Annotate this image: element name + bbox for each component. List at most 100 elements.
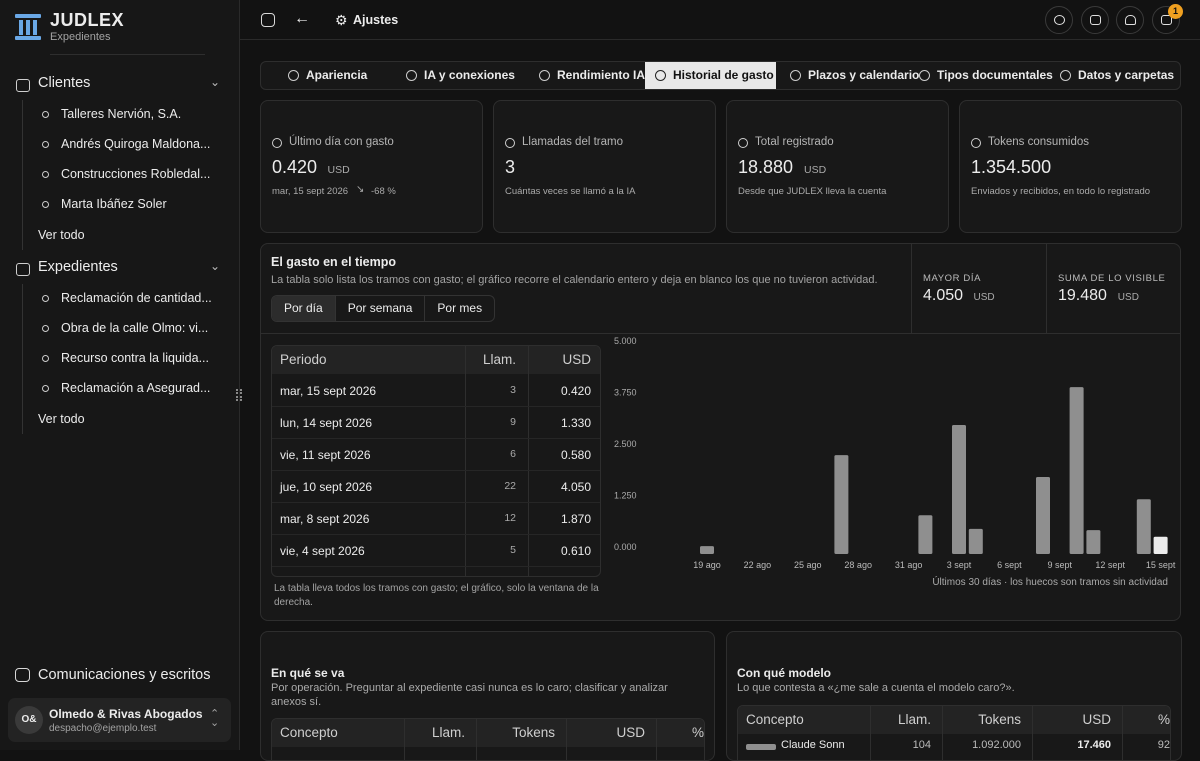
- tree-line: [22, 284, 23, 434]
- cell-period: mar, 8 sept 2026: [280, 512, 370, 526]
- bell-button[interactable]: [1116, 6, 1144, 34]
- stat-card: Llamadas del tramo 3 Cuántas veces se llam…: [493, 100, 716, 233]
- bar: [1036, 476, 1050, 554]
- cell: Claude Sonn: [781, 739, 845, 751]
- column-divider: [528, 346, 529, 576]
- sidebar-item[interactable]: Andrés Quiroga Maldona...: [61, 137, 211, 151]
- x-tick-label: 6 sept: [997, 560, 1022, 570]
- chevron: ⌄: [210, 75, 221, 89]
- bar: [968, 528, 983, 554]
- bar: [700, 546, 714, 554]
- icon: [655, 70, 666, 81]
- stat-note: mar, 15 sept 2026: [272, 186, 349, 197]
- column-divider: [656, 719, 657, 760]
- panel-title: El gasto en el tiempo: [271, 255, 397, 269]
- footer-link[interactable]: Comunicaciones y escritos: [38, 667, 211, 683]
- see-all[interactable]: Ver todo: [38, 228, 85, 242]
- bullet: [42, 171, 49, 178]
- stat-card: Tokens consumidos 1.354.500 Enviados y rec…: [959, 100, 1182, 233]
- brand-logo: [15, 14, 41, 40]
- sidebar-item[interactable]: Reclamación de cantidad...: [61, 291, 212, 305]
- bar: [1069, 387, 1084, 554]
- tab[interactable]: Historial de gasto: [645, 62, 776, 89]
- section-title[interactable]: Expedientes: [38, 259, 118, 275]
- cell: 1.092.000: [972, 739, 1021, 751]
- sidebar-toggle[interactable]: [261, 13, 275, 27]
- y-tick-label: 5.000: [614, 336, 637, 346]
- icon: [1060, 70, 1071, 81]
- sidebar-item[interactable]: Recurso contra la liquida...: [61, 351, 209, 365]
- x-tick-label: 19 ago: [693, 560, 721, 570]
- cell-period: mar, 15 sept 2026: [280, 384, 377, 398]
- bullet: [42, 201, 49, 208]
- divider: [911, 244, 912, 333]
- tree-line: [22, 100, 23, 250]
- bar: [1086, 530, 1101, 554]
- x-tick-label: 3 sept: [947, 560, 972, 570]
- period-button[interactable]: Por mes: [424, 296, 494, 321]
- chat-button[interactable]: [1081, 6, 1109, 34]
- avatar: O&: [15, 706, 43, 734]
- cell: 17.460: [1077, 739, 1111, 751]
- summary-value: 19.480: [1058, 287, 1107, 304]
- row-line: [272, 438, 600, 439]
- brand-subtitle: Expedientes: [50, 31, 111, 43]
- stat-unit: USD: [327, 164, 350, 176]
- tab[interactable]: Rendimiento IA: [539, 62, 649, 89]
- icon: [790, 70, 801, 81]
- y-tick-label: 1.250: [614, 491, 637, 501]
- sidebar-item[interactable]: Marta Ibáñez Soler: [61, 197, 167, 211]
- period-button[interactable]: Por semana: [334, 296, 425, 321]
- help-button[interactable]: [1045, 6, 1073, 34]
- resize-handle[interactable]: [236, 389, 242, 401]
- row-line: [272, 406, 600, 407]
- x-tick-label: 25 ago: [794, 560, 822, 570]
- bullet: [42, 295, 49, 302]
- sidebar-item[interactable]: Reclamación a Asegurad...: [61, 381, 211, 395]
- tab[interactable]: Plazos y calendario: [790, 62, 919, 89]
- see-all[interactable]: Ver todo: [38, 412, 85, 426]
- cell-number: 1.330: [560, 416, 591, 430]
- sidebar-item[interactable]: Obra de la calle Olmo: vi...: [61, 321, 209, 335]
- bar: [952, 425, 966, 554]
- sidebar-item[interactable]: Construcciones Robledal...: [61, 167, 211, 181]
- period-switch: Por día Por semana Por mes: [271, 295, 496, 322]
- divider: [50, 54, 205, 55]
- back-button[interactable]: ←: [294, 10, 310, 27]
- cell: 104: [912, 739, 931, 751]
- icon: [971, 138, 981, 148]
- table-header: [272, 719, 704, 747]
- tab[interactable]: Apariencia: [288, 62, 383, 89]
- sidebar-item[interactable]: Talleres Nervión, S.A.: [61, 107, 182, 121]
- tab[interactable]: Tipos documentales: [919, 62, 1053, 89]
- section-title[interactable]: Clientes: [38, 75, 91, 91]
- table-header: [272, 346, 600, 374]
- column-header: Llam.: [431, 725, 465, 740]
- icon: [738, 138, 748, 148]
- chevrons: ⌃ ⌄: [210, 708, 220, 729]
- account-box[interactable]: O& Olmedo & Rivas Abogados despacho@ejem…: [8, 698, 231, 742]
- x-tick-label: 12 sept: [1095, 560, 1125, 570]
- tab-label: Apariencia: [306, 68, 368, 82]
- x-tick-label: 28 ago: [844, 560, 872, 570]
- row-line: [272, 534, 600, 535]
- tab[interactable]: IA y conexiones: [406, 62, 526, 89]
- row-line: [272, 566, 600, 567]
- spend-panel: El gasto en el tiempo La tabla solo list…: [260, 243, 1181, 621]
- stat-change: -68 %: [371, 186, 396, 197]
- y-tick-label: 0.000: [614, 542, 637, 552]
- icon: [16, 79, 30, 92]
- tab-label: Historial de gasto: [673, 68, 774, 82]
- column-header: %: [691, 725, 704, 740]
- cell-number: 0.610: [560, 544, 591, 558]
- period-button[interactable]: Por día: [272, 296, 335, 321]
- x-tick-label: 31 ago: [895, 560, 923, 570]
- cell-period: vie, 4 sept 2026: [280, 544, 365, 558]
- badge: 1: [1168, 4, 1183, 19]
- x-tick-label: 9 sept: [1048, 560, 1073, 570]
- cell: 92: [1157, 739, 1170, 751]
- tasks-button[interactable]: [1152, 6, 1180, 34]
- stat-note: Enviados y recibidos, en todo lo registr…: [971, 186, 1151, 197]
- tab[interactable]: Datos y carpetas: [1060, 62, 1174, 89]
- sidebar: JUDLEX Expedientes Clientes ⌄ Talleres Ner…: [0, 0, 242, 750]
